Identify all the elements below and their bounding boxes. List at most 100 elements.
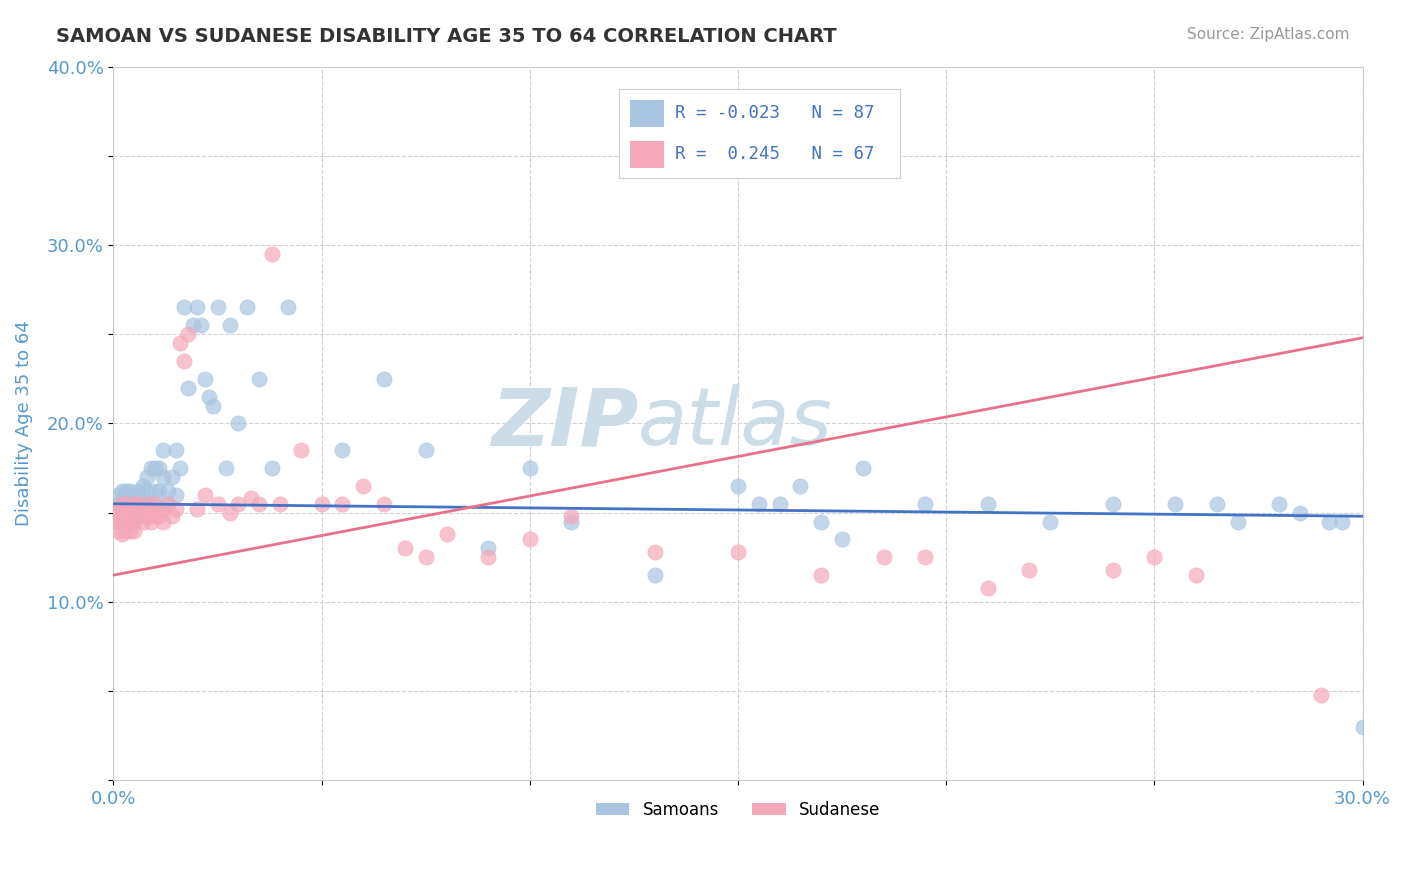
Point [332, 443, 354, 458]
Point [228, 497, 250, 511]
Point [139, 515, 162, 529]
Point [228, 417, 250, 431]
Point [111, 497, 134, 511]
Point [135, 470, 157, 484]
Point [120, 524, 142, 538]
Point [139, 497, 162, 511]
Point [148, 461, 170, 475]
Point [173, 354, 195, 368]
Point [1317, 515, 1340, 529]
Point [111, 484, 134, 499]
Point [1226, 515, 1249, 529]
Text: Source: ZipAtlas.com: Source: ZipAtlas.com [1187, 27, 1350, 42]
Point [135, 509, 157, 524]
Point [852, 461, 875, 475]
Point [260, 247, 283, 261]
FancyBboxPatch shape [630, 100, 664, 127]
Point [165, 488, 187, 502]
Point [115, 524, 138, 538]
Point [415, 443, 437, 458]
Point [1268, 497, 1291, 511]
Point [107, 509, 129, 524]
Point [215, 461, 238, 475]
Point [124, 524, 146, 538]
Point [152, 443, 174, 458]
Point [124, 509, 146, 524]
Point [977, 581, 1000, 595]
Point [124, 515, 146, 529]
Point [143, 497, 166, 511]
Point [111, 502, 134, 516]
Point [1039, 515, 1062, 529]
Point [131, 515, 153, 529]
Point [177, 327, 200, 342]
Point [131, 502, 153, 516]
Point [115, 515, 138, 529]
Point [111, 515, 134, 529]
Point [644, 568, 666, 582]
Point [977, 497, 1000, 511]
Point [160, 509, 183, 524]
Point [332, 497, 354, 511]
Legend: Samoans, Sudanese: Samoans, Sudanese [589, 794, 887, 825]
Point [235, 301, 257, 315]
Point [156, 497, 179, 511]
Text: R = -0.023   N = 87: R = -0.023 N = 87 [675, 104, 875, 122]
Point [748, 497, 770, 511]
Point [247, 497, 270, 511]
Point [152, 515, 174, 529]
Point [519, 461, 541, 475]
Point [120, 502, 142, 516]
Point [131, 479, 153, 493]
Point [115, 497, 138, 511]
Point [198, 390, 221, 404]
Point [1164, 497, 1187, 511]
Point [107, 515, 129, 529]
Point [143, 461, 166, 475]
Point [135, 484, 157, 499]
Point [120, 509, 142, 524]
Point [143, 497, 166, 511]
Point [111, 506, 134, 520]
Point [169, 336, 191, 351]
Point [124, 502, 146, 516]
Point [156, 497, 179, 511]
Point [115, 509, 138, 524]
Point [115, 488, 138, 502]
Point [1185, 568, 1208, 582]
Point [194, 488, 217, 502]
Point [152, 470, 174, 484]
Point [115, 484, 138, 499]
Point [143, 484, 166, 499]
Point [1101, 497, 1123, 511]
Point [135, 497, 157, 511]
Point [124, 491, 146, 506]
Point [1309, 688, 1331, 702]
Point [152, 502, 174, 516]
Point [436, 527, 458, 541]
Point [115, 509, 138, 524]
Point [124, 497, 146, 511]
Point [127, 509, 149, 524]
Point [107, 502, 129, 516]
Point [373, 497, 395, 511]
Point [124, 497, 146, 511]
Y-axis label: Disability Age 35 to 64: Disability Age 35 to 64 [15, 320, 32, 526]
Point [143, 509, 166, 524]
Point [477, 541, 499, 556]
Point [1018, 563, 1040, 577]
Point [186, 502, 208, 516]
Point [373, 372, 395, 386]
Point [247, 372, 270, 386]
Point [239, 491, 262, 506]
Point [148, 509, 170, 524]
Point [139, 502, 162, 516]
Point [219, 318, 242, 333]
Point [560, 509, 582, 524]
Point [1289, 506, 1312, 520]
Point [1351, 720, 1374, 734]
Point [127, 497, 149, 511]
Point [107, 488, 129, 502]
Point [120, 484, 142, 499]
Point [207, 497, 229, 511]
